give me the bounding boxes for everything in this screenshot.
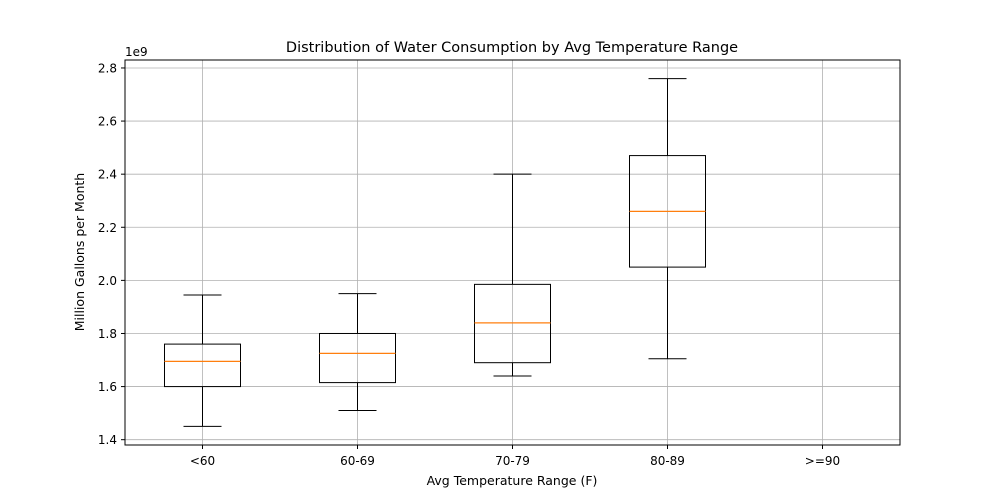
y-tick-label: 1.8	[98, 327, 117, 341]
x-tick-label: <60	[190, 454, 215, 468]
x-axis-ticks: <60 60-69 70-79 80-89 >=90	[190, 445, 840, 468]
y-tick-label: 2.4	[98, 168, 117, 182]
y-axis-label: Million Gallons per Month	[72, 173, 87, 331]
y-axis-ticks: 1.4 1.6 1.8 2.0 2.2 2.4 2.6 2.8	[98, 61, 125, 447]
y-tick-label: 2.0	[98, 274, 117, 288]
y-axis-offset-label: 1e9	[125, 45, 148, 59]
box-iqr	[164, 343, 241, 388]
x-tick-label: 70-79	[495, 454, 530, 468]
y-tick-label: 1.4	[98, 433, 117, 447]
x-axis-label: Avg Temperature Range (F)	[427, 473, 598, 488]
x-tick-label: 60-69	[340, 454, 375, 468]
boxes-layer	[164, 78, 706, 427]
box-group	[164, 294, 241, 427]
box-group	[319, 293, 396, 411]
box-group	[474, 173, 551, 377]
chart-title: Distribution of Water Consumption by Avg…	[286, 40, 738, 56]
y-tick-label: 2.2	[98, 221, 117, 235]
y-tick-label: 2.8	[98, 61, 117, 75]
x-tick-label: 80-89	[650, 454, 685, 468]
box-group	[629, 78, 706, 360]
y-tick-label: 2.6	[98, 115, 117, 129]
y-tick-label: 1.6	[98, 380, 117, 394]
x-tick-label: >=90	[805, 454, 840, 468]
box-iqr	[474, 283, 551, 364]
box-iqr	[319, 332, 396, 384]
